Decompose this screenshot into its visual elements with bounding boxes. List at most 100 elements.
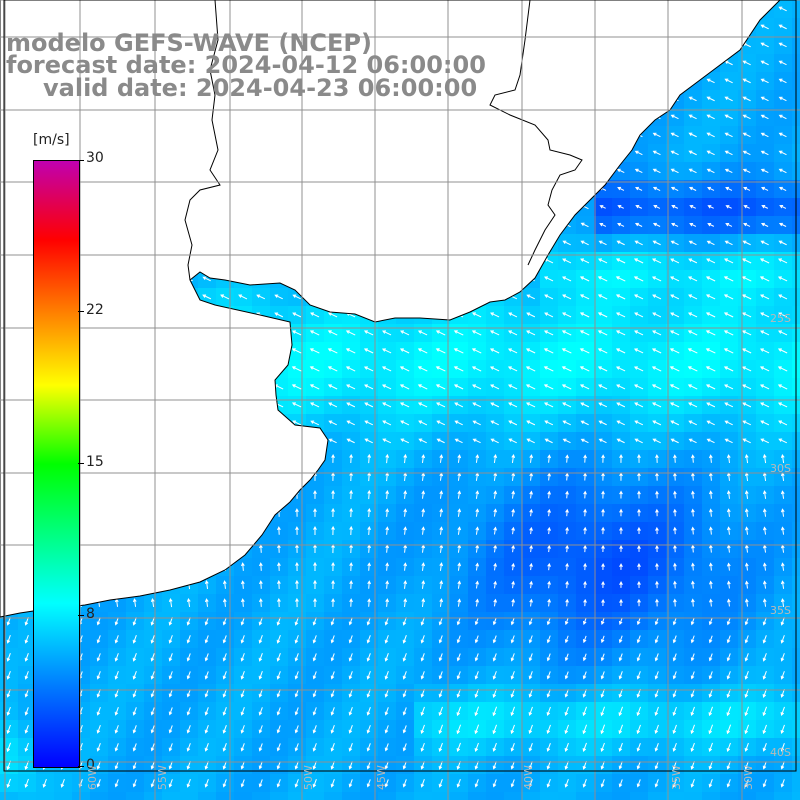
- wind-arrow: [403, 508, 408, 517]
- wind-arrow: [439, 490, 444, 499]
- wind-arrow: [744, 526, 749, 535]
- wind-arrow: [601, 454, 605, 463]
- wind-arrow: [762, 670, 767, 680]
- wind-arrow: [742, 384, 752, 390]
- wind-arrow: [454, 438, 463, 444]
- wind-arrow: [421, 598, 426, 607]
- wind-arrow: [744, 562, 749, 571]
- wind-arrow: [382, 330, 392, 336]
- wind-arrow: [670, 168, 679, 174]
- wind-arrow: [150, 725, 155, 734]
- wind-arrow: [565, 526, 569, 535]
- wind-arrow: [364, 420, 374, 426]
- wind-arrow: [726, 742, 731, 752]
- wind-arrow: [474, 671, 479, 680]
- wind-arrow: [582, 617, 587, 626]
- wind-arrow: [382, 438, 392, 444]
- wind-arrow: [345, 366, 356, 372]
- wind-arrow: [475, 454, 480, 463]
- wind-arrow: [240, 743, 245, 752]
- wind-arrow: [778, 312, 788, 318]
- wind-arrow: [330, 653, 335, 662]
- wind-arrow: [511, 490, 516, 499]
- wind-arrow: [707, 205, 714, 209]
- wind-arrow: [652, 186, 661, 191]
- wind-arrow: [778, 60, 787, 66]
- wind-arrow: [562, 294, 572, 300]
- wind-arrow: [313, 526, 317, 535]
- lon-label-40w: 40W: [522, 765, 535, 790]
- wind-arrow: [277, 562, 281, 571]
- wind-arrow: [327, 312, 338, 318]
- wind-arrow: [544, 420, 554, 426]
- wind-arrow: [600, 617, 605, 625]
- wind-arrow: [597, 366, 608, 372]
- wind-arrow: [258, 743, 263, 752]
- wind-arrow: [222, 725, 227, 734]
- wind-arrow: [471, 366, 482, 372]
- wind-speed-cell: [36, 792, 54, 800]
- wind-arrow: [238, 294, 248, 300]
- wind-arrow: [564, 742, 569, 752]
- wind-arrow: [565, 580, 569, 589]
- wind-arrow: [690, 689, 695, 698]
- wind-arrow: [526, 420, 536, 426]
- wind-arrow: [186, 671, 191, 680]
- wind-arrow: [742, 150, 751, 156]
- wind-arrow: [780, 453, 785, 464]
- wind-arrow: [706, 96, 715, 102]
- wind-arrow: [240, 671, 245, 680]
- wind-arrow: [258, 653, 263, 662]
- wind-arrow: [420, 635, 425, 644]
- wind-speed-cell: [162, 792, 180, 800]
- wind-arrow: [382, 402, 392, 408]
- wind-arrow: [742, 114, 751, 120]
- wind-arrow: [564, 706, 569, 717]
- wind-arrow: [132, 779, 137, 788]
- wind-arrow: [778, 240, 787, 246]
- wind-arrow: [778, 330, 788, 336]
- wind-arrow: [565, 472, 569, 481]
- wind-arrow: [366, 653, 371, 662]
- wind-arrow: [690, 617, 695, 626]
- wind-arrow: [24, 689, 29, 698]
- wind-arrow: [150, 689, 155, 698]
- wind-arrow: [259, 562, 263, 571]
- wind-arrow: [529, 544, 533, 553]
- wind-arrow: [671, 222, 679, 227]
- wind-arrow: [634, 420, 644, 426]
- wind-arrow: [780, 779, 785, 788]
- wind-arrow: [256, 294, 266, 300]
- wind-arrow: [348, 779, 353, 788]
- wind-arrow: [474, 617, 479, 626]
- wind-speed-cell: [180, 792, 198, 800]
- wind-arrow: [330, 635, 335, 644]
- wind-speed-cell: [108, 792, 126, 800]
- wind-arrow: [547, 526, 551, 535]
- wind-arrow: [760, 330, 770, 336]
- wind-arrow: [402, 653, 407, 662]
- wind-arrow: [507, 366, 518, 372]
- wind-arrow: [583, 544, 587, 553]
- wind-arrow: [258, 779, 263, 788]
- wind-arrow: [616, 168, 625, 174]
- wind-arrow: [655, 490, 659, 499]
- wind-arrow: [348, 761, 353, 770]
- wind-arrow: [564, 779, 569, 788]
- wind-arrow: [132, 671, 137, 680]
- wind-arrow: [634, 294, 644, 300]
- wind-arrow: [492, 671, 497, 680]
- wind-arrow: [778, 24, 787, 30]
- wind-arrow: [546, 724, 551, 735]
- wind-arrow: [313, 490, 317, 499]
- wind-arrow: [493, 580, 497, 589]
- wind-arrow: [562, 420, 571, 426]
- wind-arrow: [688, 438, 697, 444]
- colorbar-unit: [m/s]: [33, 132, 70, 148]
- wind-arrow: [708, 671, 713, 680]
- wind-arrow: [493, 598, 498, 607]
- wind-arrow: [615, 312, 626, 318]
- wind-arrow: [292, 294, 301, 300]
- wind-arrow: [186, 617, 191, 626]
